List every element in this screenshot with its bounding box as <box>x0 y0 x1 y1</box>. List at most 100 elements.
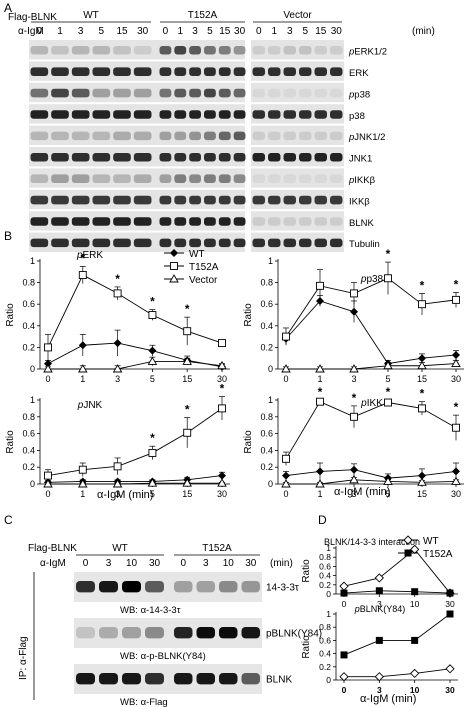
blot-a-band <box>159 131 172 141</box>
blot-a-band <box>159 238 172 248</box>
blot-a-band <box>252 195 265 205</box>
blot-a-band <box>314 195 327 205</box>
y-tick-label: 0.6 <box>260 299 273 309</box>
blot-c-flag-label: Flag-BLNK <box>28 543 77 554</box>
blot-a-band <box>133 45 152 55</box>
blot-a-band <box>283 110 296 119</box>
point-T152A <box>411 588 419 596</box>
point-T152A <box>78 271 87 279</box>
chart-pp38: 0 0.2 0.4 0.6 0.8 1 0 1 3 5 15 30 Ratio pp38 * * * <box>243 247 464 384</box>
blot-c-band <box>99 627 118 639</box>
blot-a-band <box>314 88 327 98</box>
blot-a-band <box>174 131 187 141</box>
blot-a-band <box>233 152 246 162</box>
blot-c-band <box>99 581 118 593</box>
blot-a-band <box>299 152 312 162</box>
point-T152A <box>78 465 87 474</box>
point-WT <box>113 339 122 348</box>
blot-a-band <box>133 174 152 183</box>
series-line-Vector <box>48 482 222 485</box>
blot-a-band <box>51 88 69 98</box>
blot-a-band <box>268 110 281 119</box>
y-tick-label: 1 <box>326 609 331 619</box>
blot-a-lane-time: 3 <box>78 26 84 37</box>
blot-a-band <box>314 217 327 226</box>
y-tick-label: 1 <box>268 256 273 266</box>
y-tick-label: 0.8 <box>22 278 35 288</box>
blot-a-band <box>159 174 172 183</box>
legend-label: T152A <box>189 262 219 273</box>
blot-a-band <box>92 88 111 98</box>
y-tick-label: 0 <box>30 479 35 489</box>
blot-a-band <box>92 238 111 248</box>
blot-a-lane-time: 1 <box>57 26 63 37</box>
blot-a-band <box>299 174 312 183</box>
series-line-T152A <box>47 274 223 348</box>
blot-a-band <box>71 195 90 205</box>
blot-c-band <box>145 627 164 639</box>
x-tick-label: 5 <box>150 374 155 384</box>
blot-a-band <box>233 110 246 119</box>
x-tick-label: 30 <box>451 489 461 499</box>
x-tick-label: 30 <box>451 374 461 384</box>
x-tick-label: 10 <box>410 599 420 609</box>
blot-a-band <box>174 45 187 55</box>
blot-a-band <box>133 195 152 205</box>
blot-a-band <box>92 67 111 76</box>
blot-a-lane-time: 0 <box>37 26 43 37</box>
blot-a-band <box>252 110 265 119</box>
blot-a-band <box>113 110 131 119</box>
blot-a-band <box>218 238 231 248</box>
blot-a-band <box>92 110 111 119</box>
y-axis-label: Ratio <box>5 430 16 454</box>
blot-c-stim-label: α-IgM <box>40 558 66 569</box>
blot-a-group-label: T152A <box>188 10 218 21</box>
blot-a-band <box>268 238 281 248</box>
blot-a-band <box>268 217 281 226</box>
x-tick-label: 0 <box>45 374 50 384</box>
blot-a-band <box>299 217 312 226</box>
blot-a-band <box>283 45 296 55</box>
blot-a-band <box>92 195 111 205</box>
blot-a-band <box>189 67 201 76</box>
x-tick-label: 3 <box>115 374 120 384</box>
point-WT <box>218 471 226 480</box>
point-Vector <box>451 476 461 485</box>
panel-label-a: A <box>4 1 12 15</box>
blot-a-band <box>113 195 131 205</box>
blot-c-wb-label: WB: α-Flag <box>120 697 168 707</box>
blot-a-band <box>252 174 265 183</box>
y-tick-label: 0.2 <box>22 462 35 472</box>
x-tick-label: 0 <box>283 489 288 499</box>
blot-a-band <box>283 217 296 226</box>
significance-star: * <box>185 302 190 316</box>
point-Vector <box>43 364 53 373</box>
significance-star: * <box>115 272 120 286</box>
x-tick-label: 15 <box>417 374 427 384</box>
x-tick-label: 1 <box>80 374 85 384</box>
blot-a-band <box>314 152 327 162</box>
blot-a-band <box>268 152 281 162</box>
point-T152A <box>350 289 358 298</box>
blot-a-band <box>133 110 152 119</box>
blot-a-band <box>314 174 327 183</box>
significance-star: * <box>150 295 155 309</box>
blot-a-band <box>133 88 152 98</box>
blot-a-band <box>71 174 90 183</box>
blot-a-band <box>268 174 281 183</box>
blot-a-band <box>330 217 343 226</box>
significance-star: * <box>352 391 357 405</box>
blot-a-band <box>204 88 216 98</box>
blot-a-stim-label: α-IgM <box>18 26 44 37</box>
x-tick-label: 5 <box>150 489 155 499</box>
blot-c-band <box>241 581 260 593</box>
blot-a-lane-time: 30 <box>137 26 149 37</box>
blot-c-wb-label: WB: α-14-3-3τ <box>120 605 181 616</box>
blot-a-band <box>30 217 49 226</box>
blot-a-lane-time: 3 <box>192 26 198 37</box>
blot-a-band <box>113 131 131 141</box>
point-Vector <box>315 479 325 488</box>
y-tick-label: 1 <box>268 395 273 405</box>
x-tick-label: 3 <box>351 489 356 499</box>
blot-a-band <box>252 152 265 162</box>
